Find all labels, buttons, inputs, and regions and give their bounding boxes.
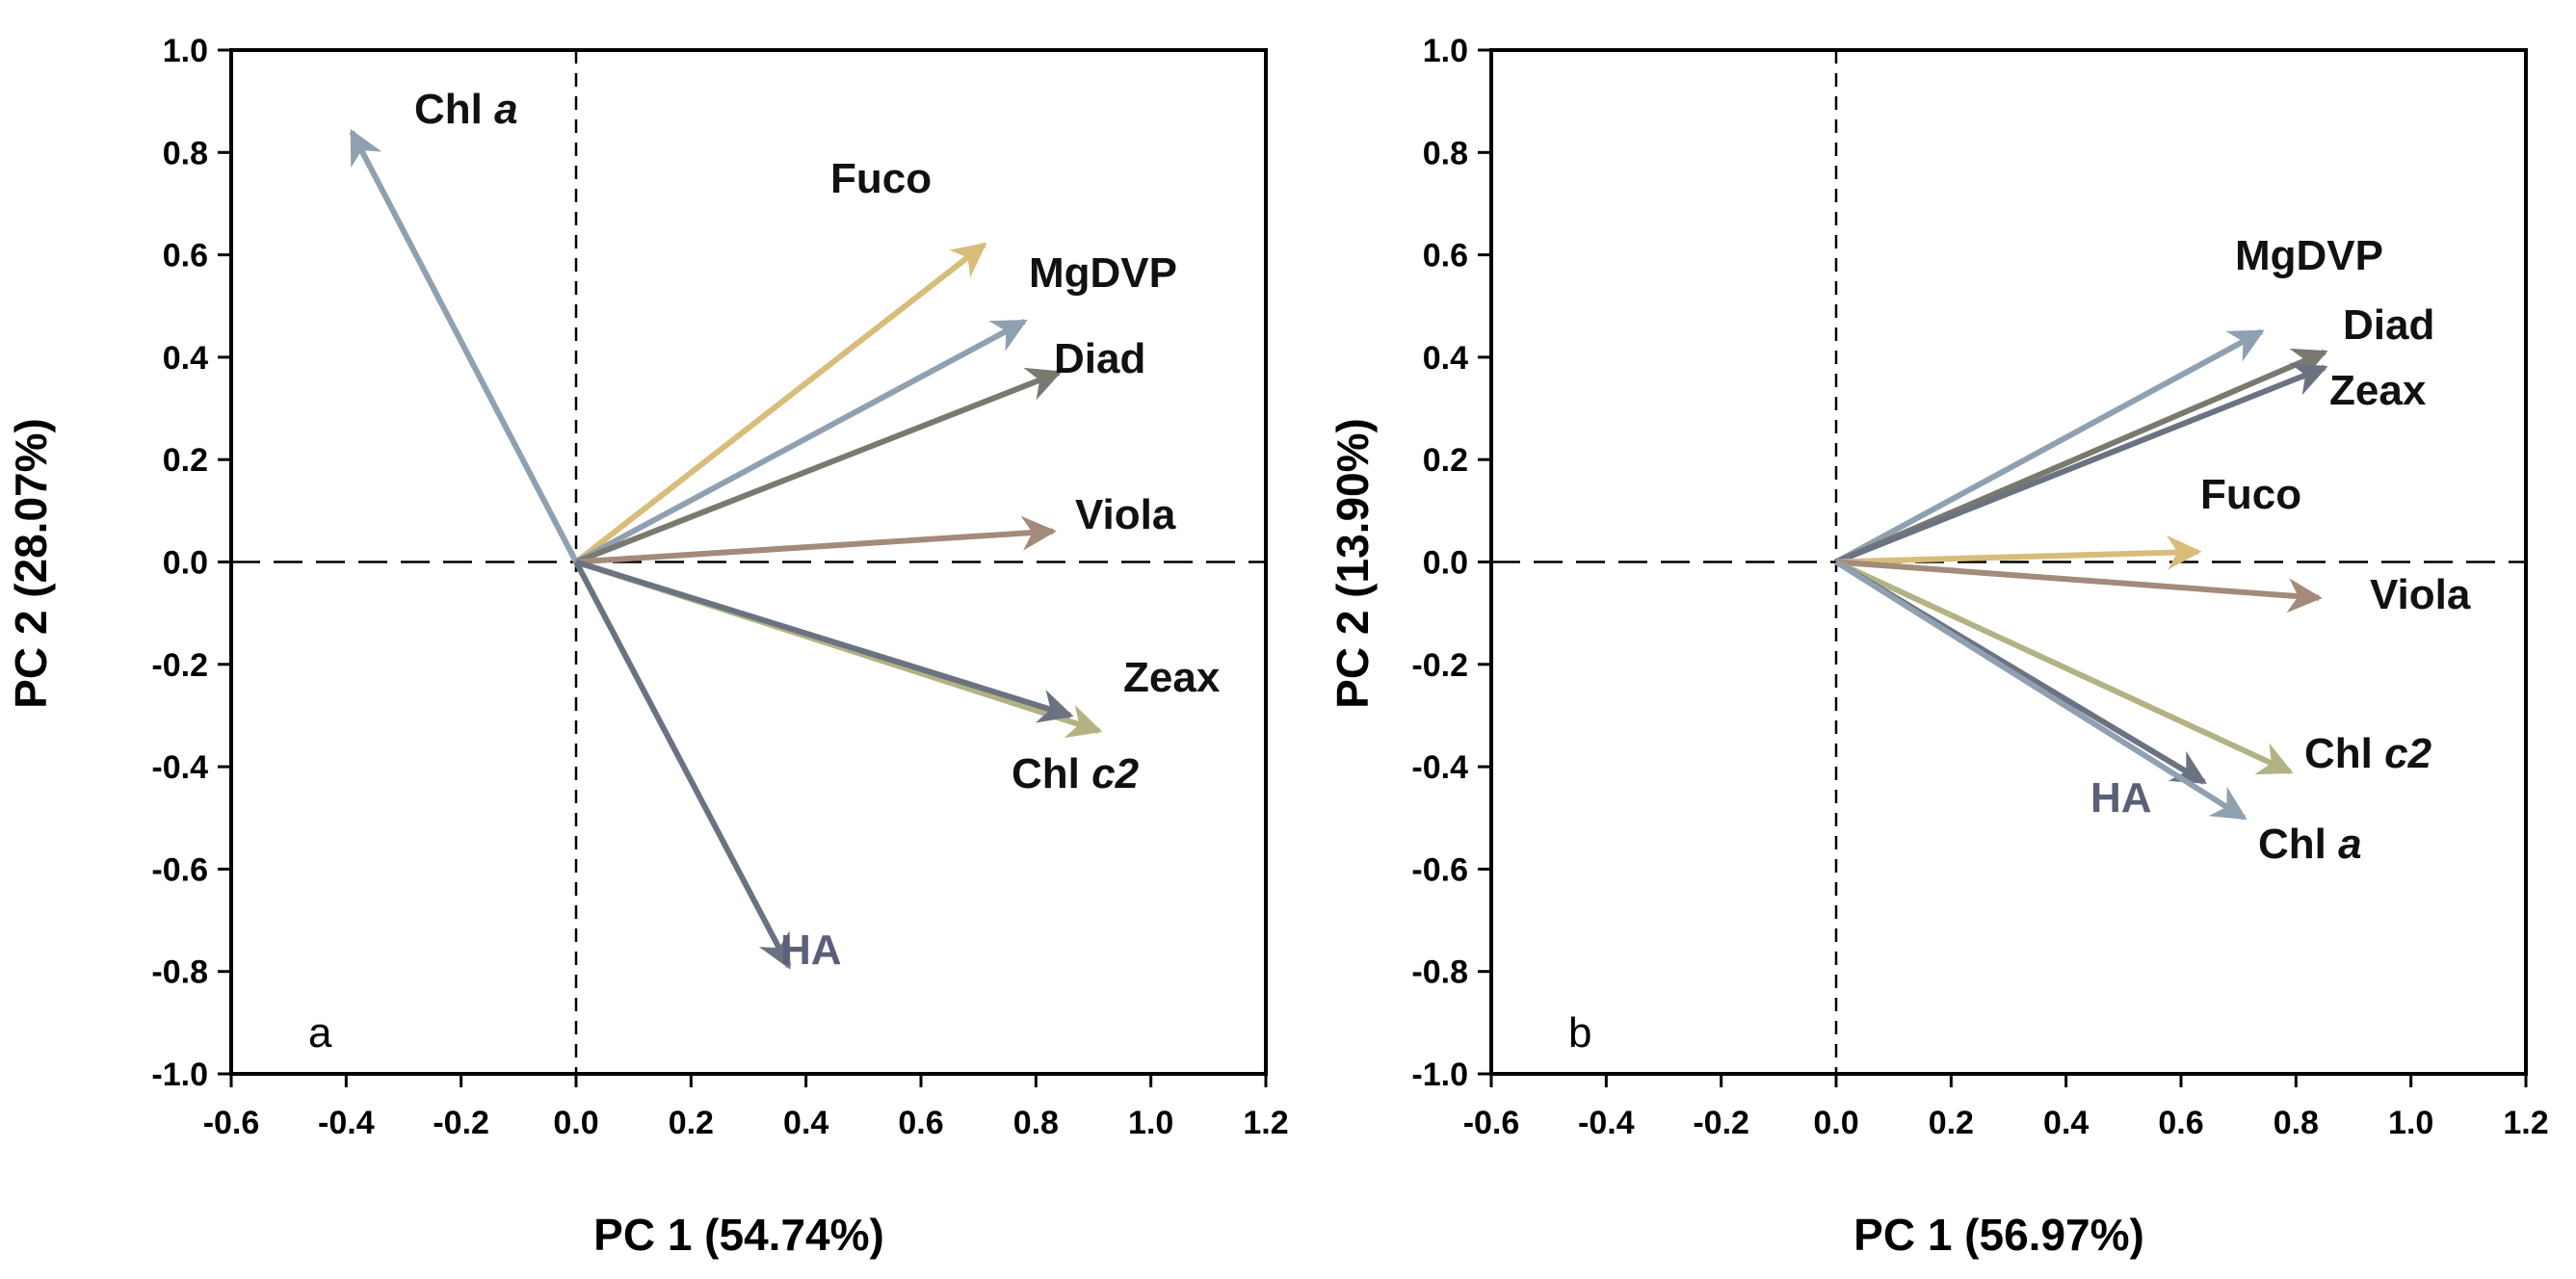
x-axis-label: PC 1 (54.74%) [593, 1210, 884, 1260]
y-tick-label: -0.2 [151, 647, 208, 684]
x-tick-label: 0.0 [553, 1105, 598, 1141]
y-tick-label: 0.8 [1423, 135, 1468, 171]
x-tick-label: -0.2 [1693, 1105, 1749, 1141]
loading-vector-fuco [574, 242, 987, 564]
vector-label: Chl a [414, 86, 518, 133]
x-axis-label: PC 1 (56.97%) [1853, 1210, 2144, 1260]
y-tick-label: 0.6 [1423, 238, 1468, 274]
x-tick-label: -0.4 [1578, 1105, 1635, 1141]
x-tick-label: 1.0 [2388, 1105, 2433, 1141]
vector-label: Chl c2 [1012, 750, 1140, 797]
x-tick-label: -0.6 [203, 1105, 260, 1141]
loading-vector-ha [573, 561, 792, 970]
y-tick-label: 0.8 [163, 135, 208, 171]
x-tick-label: 0.0 [1813, 1105, 1858, 1141]
vector-label: HA [2090, 774, 2152, 822]
y-tick-label: 0.0 [1423, 545, 1468, 582]
vector-label: Fuco [830, 155, 932, 202]
y-tick-label: 1.0 [1423, 33, 1468, 69]
y-tick-label: 1.0 [163, 33, 208, 69]
vector-label: Diad [2343, 301, 2434, 349]
x-tick-label: -0.4 [318, 1105, 375, 1141]
x-tick-label: -0.6 [1463, 1105, 1520, 1141]
vector-label: Chl a [2258, 821, 2362, 868]
y-tick-label: 0.0 [163, 545, 208, 582]
y-tick-label: 0.2 [163, 442, 208, 479]
y-tick-label: -0.6 [1411, 851, 1468, 888]
y-tick-label: -0.8 [151, 954, 208, 991]
loading-vector-zeax [575, 559, 1074, 723]
y-tick-label: -0.8 [1411, 954, 1468, 991]
y-tick-label: -1.0 [151, 1057, 208, 1093]
x-tick-label: 0.8 [2274, 1105, 2319, 1141]
vector-label: Fuco [2200, 471, 2301, 518]
vector-label: Zeax [1123, 654, 1221, 701]
loading-vector-chl-a [349, 128, 579, 563]
panel-b: -0.6 -0.4 -0.2 0.0 0.2 0.4 0.6 0.8 1.0 1.2 -1.0 -0.… [1327, 33, 2549, 1260]
loading-vector-zeax [1834, 362, 2328, 565]
x-tick-label: 1.2 [1243, 1105, 1288, 1141]
x-tick-label: 0.4 [783, 1105, 828, 1141]
y-tick-label: 0.2 [1423, 442, 1468, 479]
x-tick-label: 0.6 [2158, 1105, 2203, 1141]
x-tick-label: 0.4 [2043, 1105, 2089, 1141]
panel-a: -0.6 -0.4 -0.2 0.0 0.2 0.4 0.6 0.8 1.0 1.2 -1.0 -0.… [6, 33, 1289, 1260]
x-tick-label: 0.8 [1013, 1105, 1059, 1141]
vector-label: Chl c2 [2304, 730, 2432, 777]
x-tick-label: 1.0 [1128, 1105, 1173, 1141]
y-tick-label: 0.4 [163, 340, 208, 377]
loading-vector-chl-a [1834, 559, 2247, 821]
loading-vector-diad [574, 367, 1063, 565]
y-tick-label: 0.4 [1423, 340, 1468, 377]
vector-label: Viola [1075, 491, 1176, 538]
x-tick-label: -0.2 [433, 1105, 489, 1141]
x-tick-label: 1.2 [2503, 1105, 2548, 1141]
x-tick-label: 0.2 [669, 1105, 714, 1141]
y-tick-label: 0.6 [163, 238, 208, 274]
loading-vector-fuco [1835, 535, 2202, 570]
panel-label: a [308, 1009, 332, 1057]
y-tick-label: -1.0 [1411, 1057, 1468, 1093]
x-tick-label: 0.2 [1929, 1105, 1974, 1141]
y-axis-label: PC 2 (13.90%) [1327, 418, 1378, 709]
y-tick-label: -0.2 [1411, 647, 1468, 684]
y-tick-label: -0.4 [1411, 749, 1468, 786]
vector-label: HA [780, 927, 842, 974]
loading-vector-chl-c2 [1834, 559, 2294, 775]
y-axis-label: PC 2 (28.07%) [6, 418, 56, 709]
loading-vector-mgdvp [1834, 328, 2265, 565]
loading-vector-viola [1835, 559, 2323, 613]
vector-label: MgDVP [1029, 249, 1177, 297]
vector-label: Diad [1054, 335, 1145, 382]
y-tick-label: -0.6 [151, 851, 208, 888]
x-tick-label: 0.6 [898, 1105, 943, 1141]
y-tick-label: -0.4 [151, 749, 208, 786]
vector-label: MgDVP [2235, 232, 2383, 279]
loading-vector-viola [575, 515, 1057, 565]
vector-label: Viola [2370, 571, 2471, 618]
vector-label: Zeax [2329, 367, 2427, 414]
loading-vector-mgdvp [574, 319, 1028, 565]
panel-label: b [1568, 1009, 1591, 1057]
